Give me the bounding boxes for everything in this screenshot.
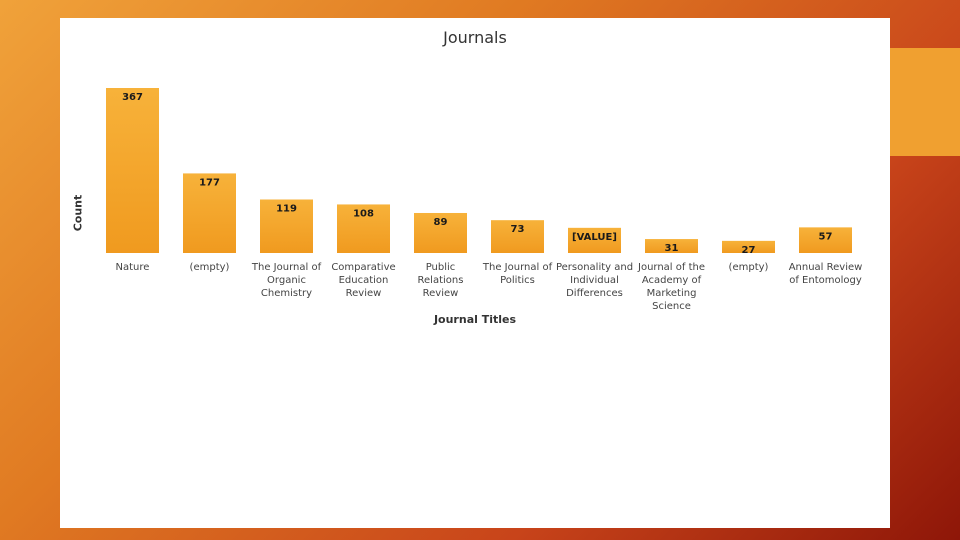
data-label: 367 (122, 92, 143, 103)
category-tick-label: Annual Review of Entomology (789, 262, 863, 286)
bar (568, 227, 621, 253)
data-label: 31 (665, 243, 679, 254)
bar-chart: 367 Nature 177 (empty) 119 The Journal of Orga… (106, 88, 863, 312)
data-label: 57 (819, 231, 833, 242)
bar (106, 88, 159, 253)
bar (183, 173, 236, 253)
bar (645, 239, 698, 253)
bar (799, 227, 852, 253)
bar (491, 220, 544, 253)
category-tick-label: The Journal of Politics (482, 262, 553, 286)
category-tick-label: (empty) (729, 262, 769, 273)
data-label: 108 (353, 208, 374, 219)
category-tick-label: Comparative Education Review (331, 262, 395, 299)
x-axis-label: Journal Titles (433, 313, 517, 326)
chart-title: Journals (443, 28, 507, 47)
category-tick-label: Personality and Individual Differences (556, 262, 633, 299)
category-tick-label: (empty) (190, 262, 230, 273)
category-tick-label: Public Relations Review (418, 262, 464, 299)
chart-panel: Journals Count 367 Nature 177 (empty) 119 The… (60, 18, 890, 528)
data-label: 27 (742, 245, 756, 256)
category-tick-label: The Journal of Organic Chemistry (251, 262, 322, 299)
data-label: 89 (434, 217, 448, 228)
category-tick-label: Nature (116, 262, 150, 273)
bar (337, 204, 390, 253)
bar (414, 212, 467, 253)
data-label: [VALUE] (572, 232, 617, 243)
category-tick-label: Journal of the Academy of Marketing Science (637, 262, 705, 312)
data-label: 73 (511, 224, 525, 235)
bar (722, 240, 775, 253)
data-label: 119 (276, 203, 297, 214)
accent-tab (890, 48, 960, 156)
data-label: 177 (199, 177, 220, 188)
bar (260, 199, 313, 253)
